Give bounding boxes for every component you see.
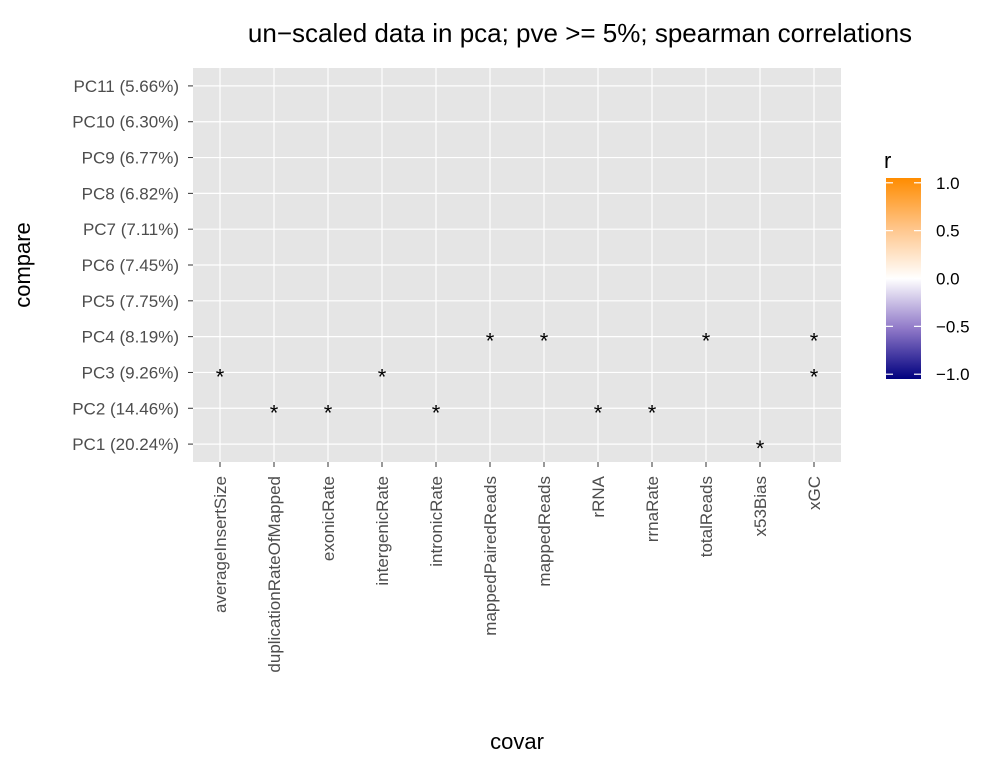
y-tick-label: PC5 (7.75%) <box>82 292 179 311</box>
legend-title: r <box>884 148 891 173</box>
grid-lines <box>193 68 841 462</box>
x-tick-label: duplicationRateOfMapped <box>265 476 284 673</box>
legend-tick-label: 0.0 <box>936 270 960 289</box>
chart-title: un−scaled data in pca; pve >= 5%; spearm… <box>248 18 912 48</box>
y-axis-title: compare <box>10 222 35 308</box>
legend-tick-label: 1.0 <box>936 174 960 193</box>
x-tick-label: intergenicRate <box>373 476 392 586</box>
x-tick-label: averageInsertSize <box>211 476 230 613</box>
significance-marker: * <box>216 364 225 389</box>
significance-marker: * <box>810 364 819 389</box>
color-legend: r 1.0 0.5 0.0 −0.5 −1.0 <box>884 148 970 384</box>
significance-markers: * * * * * * * * * * * * * <box>216 329 819 461</box>
significance-marker: * <box>648 400 657 425</box>
y-tick-label: PC7 (7.11%) <box>83 220 179 239</box>
x-tick-label: x53Bias <box>751 476 770 536</box>
legend-tick-label: −0.5 <box>936 317 970 336</box>
y-tick-label: PC2 (14.46%) <box>72 399 179 418</box>
x-tick-label: totalReads <box>697 476 716 557</box>
x-tick-label: exonicRate <box>319 476 338 561</box>
x-tick-label: rRNA <box>589 475 608 517</box>
legend-tick-label: 0.5 <box>936 222 960 241</box>
significance-marker: * <box>540 329 549 354</box>
x-tick-label: xGC <box>805 476 824 510</box>
significance-marker: * <box>324 400 333 425</box>
y-tick-label: PC9 (6.77%) <box>82 149 179 168</box>
y-axis-ticks: PC1 (20.24%) PC2 (14.46%) PC3 (9.26%) PC4 (… <box>72 77 193 454</box>
significance-marker: * <box>270 400 279 425</box>
x-axis-ticks: averageInsertSize duplicationRateOfMapped… <box>211 462 824 673</box>
x-tick-label: rrnaRate <box>643 476 662 542</box>
x-tick-label: intronicRate <box>427 476 446 567</box>
significance-marker: * <box>756 436 765 461</box>
legend-ticks: 1.0 0.5 0.0 −0.5 −1.0 <box>886 174 970 384</box>
y-tick-label: PC11 (5.66%) <box>73 77 179 96</box>
x-tick-label: mappedPairedReads <box>481 476 500 636</box>
significance-marker: * <box>432 400 441 425</box>
significance-marker: * <box>486 329 495 354</box>
significance-marker: * <box>702 329 711 354</box>
y-tick-label: PC6 (7.45%) <box>82 256 179 275</box>
significance-marker: * <box>810 329 819 354</box>
y-tick-label: PC8 (6.82%) <box>82 184 179 203</box>
y-tick-label: PC1 (20.24%) <box>72 435 179 454</box>
y-tick-label: PC3 (9.26%) <box>82 363 179 382</box>
x-axis-title: covar <box>490 729 544 754</box>
significance-marker: * <box>378 364 387 389</box>
y-tick-label: PC4 (8.19%) <box>82 328 179 347</box>
legend-tick-label: −1.0 <box>936 365 970 384</box>
significance-marker: * <box>594 400 603 425</box>
x-tick-label: mappedReads <box>535 476 554 587</box>
y-tick-label: PC10 (6.30%) <box>72 113 179 132</box>
